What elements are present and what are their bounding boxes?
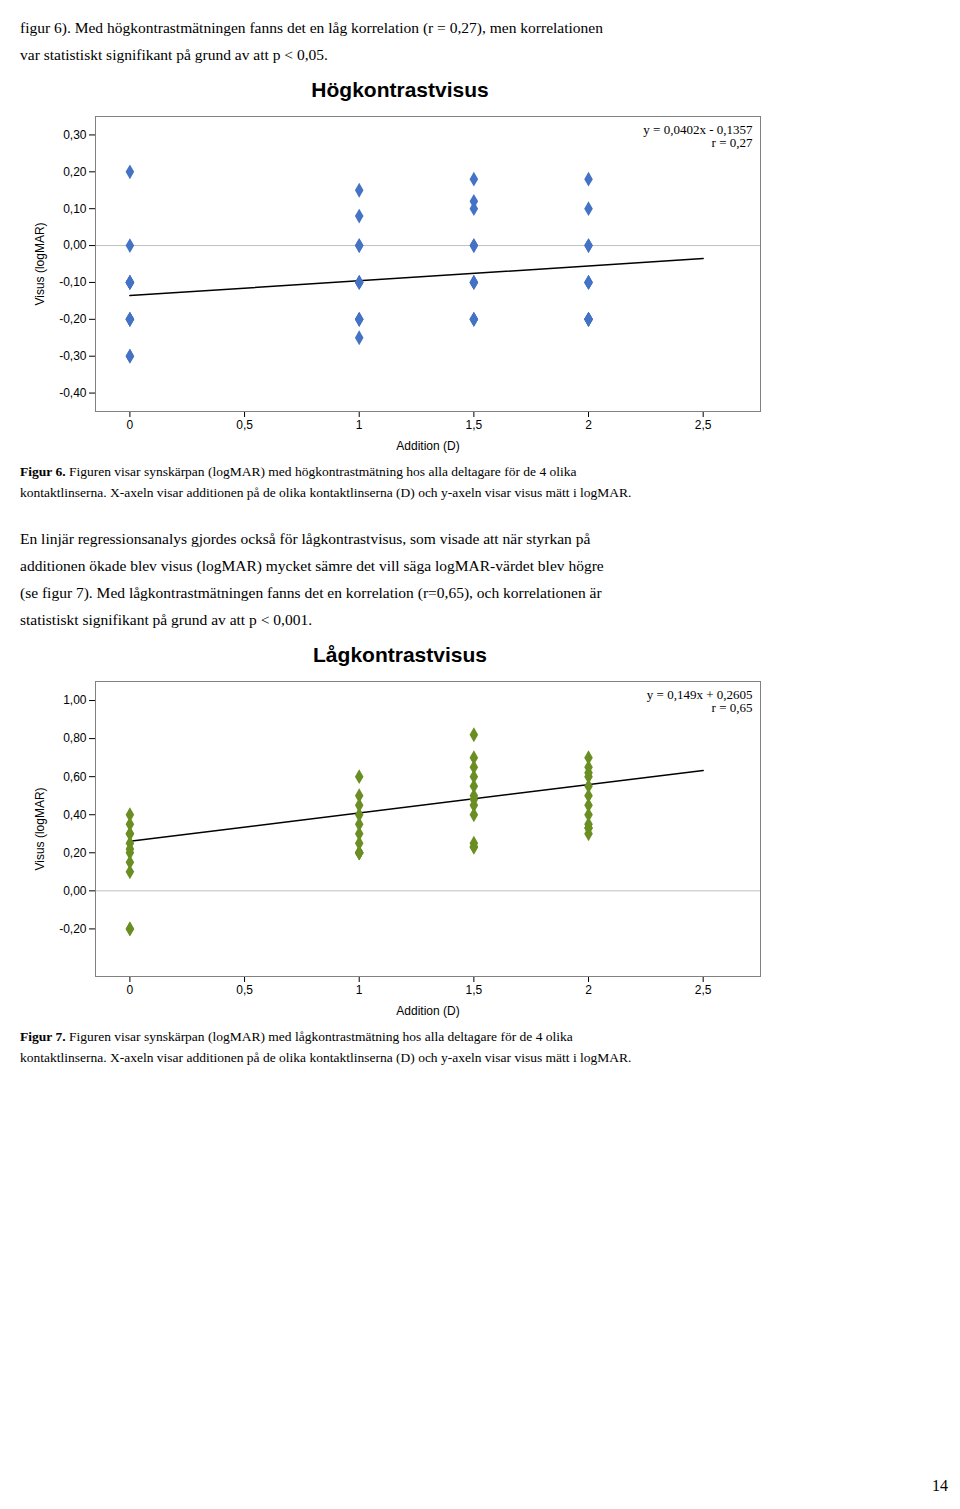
svg-text:y = 0,149x + 0,2605r = 0,65: y = 0,149x + 0,2605r = 0,65 xyxy=(647,687,753,715)
html-text:14: 14 xyxy=(932,1477,948,1494)
html-text:statistiskt signifikant på gru: statistiskt signifikant på grund av att … xyxy=(20,611,312,629)
svg-text:2,5: 2,5 xyxy=(695,418,712,432)
svg-text:Visus (logMAR): Visus (logMAR) xyxy=(33,788,47,871)
svg-text:-0,40: -0,40 xyxy=(59,386,87,400)
svg-text:0,40: 0,40 xyxy=(63,808,87,822)
svg-text:-0,20: -0,20 xyxy=(59,312,87,326)
svg-text:2: 2 xyxy=(585,983,592,997)
svg-text:-0,10: -0,10 xyxy=(59,276,87,290)
svg-text:-0,30: -0,30 xyxy=(59,349,87,363)
svg-text:0,30: 0,30 xyxy=(63,128,87,142)
html-text:additionen ökade blev visus (l: additionen ökade blev visus (logMAR) myc… xyxy=(20,556,604,574)
svg-text:0,20: 0,20 xyxy=(63,165,87,179)
html-text:(se figur 7). Med lågkontrastm: (se figur 7). Med lågkontrastmätningen f… xyxy=(20,584,602,601)
html-text:Högkontrastvisus: Högkontrastvisus xyxy=(311,78,489,102)
html-text:Figur 6. Figuren visar synskär: Figur 6. Figuren visar synskärpan (logMA… xyxy=(20,464,577,480)
svg-text:2,5: 2,5 xyxy=(695,983,712,997)
svg-text:0,00: 0,00 xyxy=(63,239,87,253)
html-text:var statistiskt signifikant på: var statistiskt signifikant på grund av … xyxy=(20,46,328,64)
html-text:kontaktlinserna. X-axeln visar: kontaktlinserna. X-axeln visar additione… xyxy=(20,1049,632,1065)
html-text:Lågkontrastvisus: Lågkontrastvisus xyxy=(313,643,487,667)
svg-text:Visus (logMAR): Visus (logMAR) xyxy=(33,223,47,306)
svg-text:1,5: 1,5 xyxy=(466,983,483,997)
svg-text:0: 0 xyxy=(127,983,134,997)
svg-text:0,00: 0,00 xyxy=(63,884,87,898)
svg-text:Addition (D): Addition (D) xyxy=(396,439,459,453)
svg-text:0,5: 0,5 xyxy=(236,418,253,432)
svg-text:0,5: 0,5 xyxy=(236,983,253,997)
html-text:kontaktlinserna. X-axeln visar: kontaktlinserna. X-axeln visar additione… xyxy=(20,484,632,500)
svg-text:1: 1 xyxy=(356,418,363,432)
svg-text:1,5: 1,5 xyxy=(466,418,483,432)
html-text:Figur 7. Figuren visar synskär: Figur 7. Figuren visar synskärpan (logMA… xyxy=(20,1029,573,1045)
svg-text:0,10: 0,10 xyxy=(63,202,87,216)
svg-text:y = 0,0402x - 0,1357r = 0,27: y = 0,0402x - 0,1357r = 0,27 xyxy=(643,122,753,150)
html-text:En linjär regressionsanalys gj: En linjär regressionsanalys gjordes ocks… xyxy=(20,529,591,547)
svg-text:Addition (D): Addition (D) xyxy=(396,1004,459,1018)
svg-text:2: 2 xyxy=(585,418,592,432)
svg-text:1: 1 xyxy=(356,983,363,997)
svg-text:0,60: 0,60 xyxy=(63,770,87,784)
svg-text:0,80: 0,80 xyxy=(63,732,87,746)
svg-text:-0,20: -0,20 xyxy=(59,922,87,936)
svg-text:0,20: 0,20 xyxy=(63,846,87,860)
svg-text:1,00: 1,00 xyxy=(63,694,87,708)
svg-text:0: 0 xyxy=(127,418,134,432)
html-text:figur 6). Med högkontrastmätni: figur 6). Med högkontrastmätningen fanns… xyxy=(20,19,603,36)
